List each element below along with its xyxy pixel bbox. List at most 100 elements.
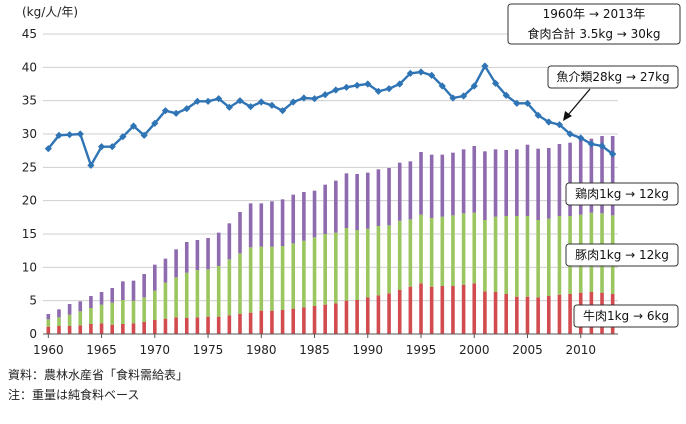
bar-segment [89,296,93,308]
x-tick-label: 1990 [352,343,383,357]
bar-segment [238,314,242,334]
bar-segment [334,303,338,334]
bar-segment [216,232,221,266]
bar-segment [259,203,264,247]
fish-point [300,94,308,102]
bar-segment [472,146,477,213]
fish-point [172,109,180,117]
bar-segment [397,220,402,290]
fish-point [460,92,468,100]
fish-point [587,140,595,148]
bar-segment [355,174,359,230]
bar-segment [131,280,136,301]
bar-segment [419,152,423,215]
bar-segment [78,325,83,334]
bar-segment [483,151,487,220]
bar-segment [174,317,178,334]
fish-point [321,91,329,99]
bar-segment [153,320,157,334]
fish-point [151,119,159,127]
x-tick-label: 2010 [565,343,596,357]
bar-segment [440,154,445,217]
bar-segment [312,306,317,334]
bar-segment [323,234,327,305]
x-tick-label: 1980 [246,343,277,357]
y-tick-label: 45 [22,27,37,41]
fish-point [577,134,585,142]
bar-segment [376,295,381,334]
bar-segment [270,246,274,311]
bar-segment [546,148,551,219]
fish-point [108,143,116,151]
fish-point [353,81,361,89]
bar-segment [557,144,562,216]
bar-segment [387,293,391,334]
bar-segment [121,281,125,300]
bar-segment [206,316,210,334]
fish-point [609,150,617,158]
fish-point [428,71,436,79]
bar-segment [376,226,381,296]
bar-segment [536,220,540,298]
bar-segment [110,324,115,334]
fish-point [310,95,319,103]
fish-point [364,80,372,88]
fish-arrow-head [563,111,572,121]
fish-point [342,83,351,91]
fish-point [268,101,276,109]
x-tick-label: 1960 [33,343,64,357]
bar-segment [142,297,146,322]
bar-segment [280,310,285,334]
beef-annotation-text: 牛肉1kg → 6kg [583,308,669,323]
bar-segment [206,269,210,317]
x-tick-label: 1985 [299,343,330,357]
x-tick-label: 1970 [140,343,171,357]
bar-segment [525,296,530,334]
bar-segment [195,240,200,270]
bar-segment [525,144,530,216]
bar-segment [248,203,253,248]
axes: 0 5 10 15 20 25 30 35 40 45 1960 1965 1970 1975 1980 19… [22,5,618,357]
bar-segment [365,228,370,298]
bar-segment [387,168,391,226]
bar-segment [472,212,477,284]
summary-annotation-text: 食肉合計 3.5kg → 30kg [528,26,661,41]
bar-segment [302,307,306,334]
bar-segment [153,290,157,320]
fish-point [278,107,287,115]
bar-segment [110,302,115,325]
bar-segment [397,162,402,221]
bar-segment [270,201,274,247]
bar-segment [344,228,349,301]
bar-segment [365,297,370,334]
chicken-annotation-box [565,182,679,206]
bar-segment [546,296,551,334]
fish-point [44,145,52,153]
x-tick-label: 1995 [406,343,437,357]
summary-annotation-text: 1960年 → 2013年 [543,7,646,21]
bar-segment [302,240,306,308]
bar-segment [429,154,434,218]
bar-segment [589,138,594,213]
fish-point [374,87,383,95]
gridlines [43,33,618,302]
fish-point [129,122,138,130]
bar-segment [280,246,285,310]
bar-segment [515,296,519,334]
bar-segment [227,315,232,334]
bar-segment [46,326,51,334]
fish-point [406,69,414,77]
bar-segment [99,304,104,324]
bar-segment [121,300,125,324]
fish-point [491,79,500,87]
bar-segment [365,172,370,229]
fish-point [332,86,340,94]
bar-segment [57,326,61,334]
fish-point [523,99,532,107]
fish-point [396,80,404,88]
bar-segment [121,324,125,334]
bar-segment [557,216,562,295]
fish-point [97,143,106,151]
bar-segment [46,319,51,327]
